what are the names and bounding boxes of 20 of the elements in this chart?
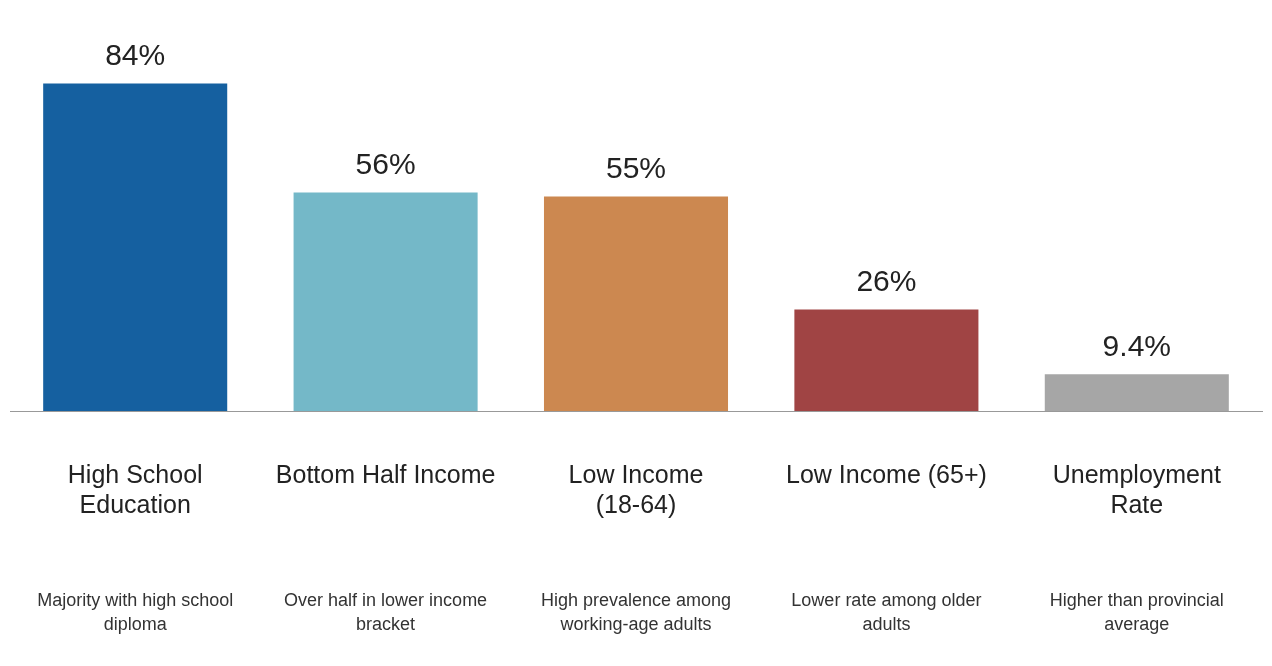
text: Over half in lower income bracket xyxy=(284,589,488,634)
bar xyxy=(794,309,979,411)
data-label: 55% xyxy=(605,150,667,184)
bar xyxy=(293,192,478,411)
text: Lower rate among older adults xyxy=(791,589,982,634)
x-tick-label: Low Income (65+) xyxy=(786,459,987,488)
x-tick-label: Bottom Half Income xyxy=(275,459,496,488)
x-tick-label: Low Income (18-64) xyxy=(568,459,704,518)
bar xyxy=(543,196,729,411)
data-label: 26% xyxy=(856,263,917,297)
x-tick-label: High School Education xyxy=(67,459,203,518)
data-label: 9.4% xyxy=(1102,328,1171,362)
data-label: 84% xyxy=(105,37,166,71)
bar xyxy=(43,83,228,411)
data-label: 56% xyxy=(355,146,416,180)
x-tick-label: Unemployment Rate xyxy=(1052,459,1221,518)
text: Majority with high school diploma xyxy=(37,589,234,634)
text: High prevalence among working-age adults xyxy=(540,589,732,634)
bar xyxy=(1044,374,1229,411)
text: Higher than provincial average xyxy=(1049,589,1224,634)
